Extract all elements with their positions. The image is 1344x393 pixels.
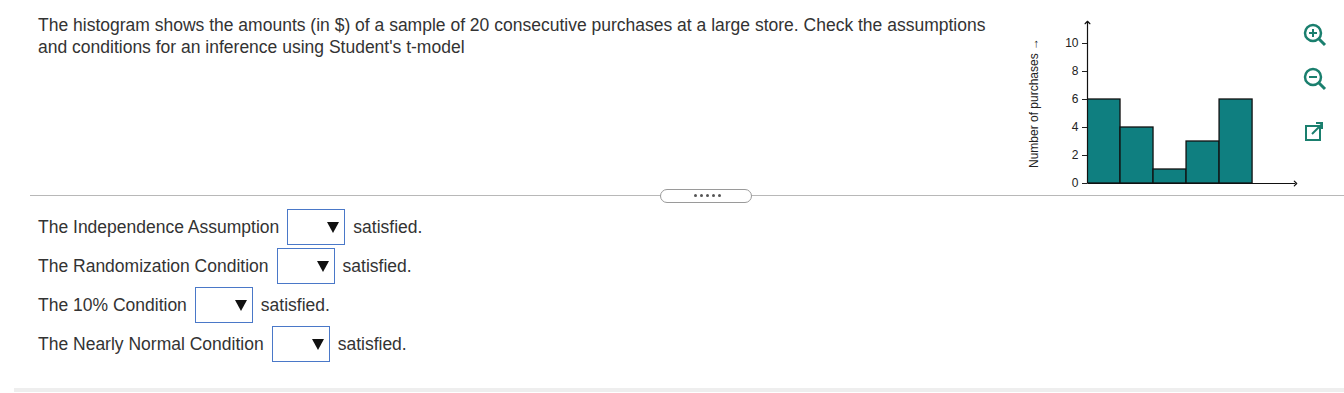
svg-text:Number of purchases →: Number of purchases → — [1027, 38, 1041, 168]
html-text:satisfied.: satisfied. — [260, 294, 330, 315]
svg-text:6: 6 — [1072, 92, 1079, 106]
html-text:The Nearly Normal Condition: The Nearly Normal Condition — [38, 333, 264, 354]
html-text:The histogram shows the amount: The histogram shows the amounts (in $) o… — [38, 15, 986, 57]
svg-text:4: 4 — [1072, 120, 1079, 134]
html-text:satisfied.: satisfied. — [342, 255, 412, 276]
svg-text:10: 10 — [1065, 36, 1079, 50]
html-text:The Independence Assumption: The Independence Assumption — [38, 216, 280, 237]
svg-text:0: 0 — [1072, 176, 1079, 190]
svg-text:8: 8 — [1072, 64, 1079, 78]
svg-text:2: 2 — [1072, 148, 1079, 162]
html-text:satisfied.: satisfied. — [353, 216, 423, 237]
html-text:The Randomization Condition: The Randomization Condition — [38, 255, 269, 276]
html-text:The 10% Condition: The 10% Condition — [38, 294, 187, 315]
html-text:satisfied.: satisfied. — [337, 333, 407, 354]
